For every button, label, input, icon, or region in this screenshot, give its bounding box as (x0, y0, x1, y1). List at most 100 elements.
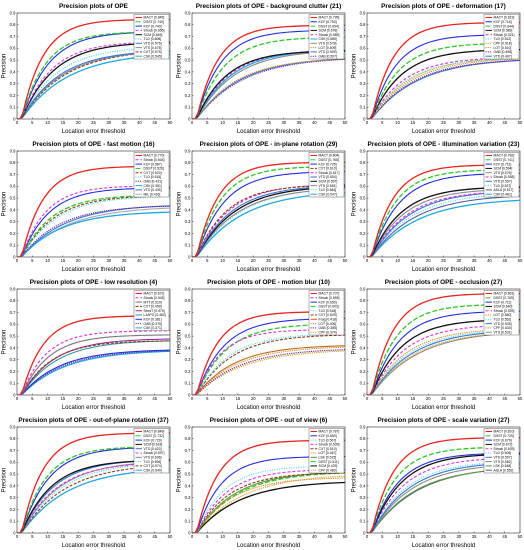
x-axis-label: Location error threshold (62, 405, 125, 411)
y-tick-label: 0.6 (185, 460, 191, 465)
series-line-cxt (192, 334, 345, 395)
legend-entry: TLD [0.552] (494, 318, 512, 322)
legend-entry: VTS [0.582] (494, 460, 512, 464)
legend-entry: VTD [0.620] (144, 447, 162, 451)
x-tick-label: 10 (395, 396, 400, 401)
y-tick-label: 0.2 (10, 369, 16, 374)
y-tick-label: 0.5 (10, 472, 16, 477)
x-tick-label: 10 (45, 396, 50, 401)
y-tick-label: 0.9 (360, 286, 366, 291)
y-tick-label: 0.1 (185, 243, 191, 248)
x-tick-label: 35 (297, 534, 302, 539)
x-tick-label: 5 (206, 534, 209, 539)
y-tick-label: 0.9 (185, 148, 191, 153)
y-tick-label: 0.3 (185, 219, 191, 224)
y-tick-label: 0.2 (10, 231, 16, 236)
series-line-lot (367, 58, 520, 119)
legend-entry: VTS [0.578] (319, 42, 337, 46)
x-tick-label: 0 (366, 534, 369, 539)
legend-entry: CSK [0.381] (144, 184, 162, 188)
legend-entry: MACT [0.770] (144, 154, 165, 158)
x-tick-label: 0 (191, 120, 194, 125)
y-axis-label: Precision (2, 54, 8, 79)
precision-chart: Precision plots of OPE - deformation (17… (352, 3, 523, 135)
y-tick-label: 0.4 (10, 69, 16, 74)
y-tick-label: 0.9 (10, 148, 16, 153)
x-tick-label: 50 (518, 120, 523, 125)
legend-entry: MACT [0.707] (319, 292, 340, 296)
y-tick-label: 0.4 (360, 69, 366, 74)
x-tick-label: 35 (122, 534, 127, 539)
legend-entry: SCM [0.429] (319, 464, 338, 468)
x-tick-label: 40 (312, 258, 317, 263)
y-tick-label: 0.7 (185, 34, 191, 39)
y-tick-label: 0 (363, 254, 366, 259)
x-tick-label: 40 (487, 534, 492, 539)
y-tick-label: 0.5 (185, 196, 191, 201)
legend-entry: CXT [0.575] (144, 50, 162, 54)
x-tick-label: 30 (281, 258, 286, 263)
x-tick-label: 5 (381, 120, 384, 125)
x-tick-label: 5 (381, 396, 384, 401)
legend-entry: Struck [0.521] (494, 33, 515, 37)
legend-entry: DSST [0.526] (144, 167, 164, 171)
x-tick-label: 5 (206, 396, 209, 401)
y-tick-label: 0 (363, 392, 366, 397)
legend-entry: KCF [0.740] (144, 24, 162, 28)
y-tick-label: 0.7 (10, 172, 16, 177)
x-tick-label: 45 (152, 120, 157, 125)
legend-entry: MACT [0.861] (494, 292, 515, 296)
series-line-struck (17, 330, 170, 395)
series-line-dsst (192, 472, 345, 533)
legend-entry: CPF [0.534] (494, 326, 512, 330)
y-tick-label: 0.9 (10, 10, 16, 15)
y-tick-label: 0.7 (360, 310, 366, 315)
precision-chart: Precision plots of OPE - scale variation… (352, 417, 523, 549)
x-tick-label: 35 (472, 258, 477, 263)
x-tick-label: 50 (343, 396, 348, 401)
x-tick-label: 35 (122, 258, 127, 263)
y-tick-label: 0.5 (360, 334, 366, 339)
x-tick-label: 0 (16, 258, 19, 263)
y-tick-label: 0.3 (360, 219, 366, 224)
legend-entry: Struck [0.558] (494, 175, 515, 179)
series-line-cpf (192, 350, 345, 395)
series-line-tld (192, 465, 345, 533)
legend-entry: MTT [0.510] (144, 300, 162, 304)
y-tick-label: 0.8 (10, 436, 16, 441)
x-tick-label: 40 (137, 258, 142, 263)
y-tick-label: 0.8 (185, 436, 191, 441)
legend-entry: Struck [0.595] (494, 309, 515, 313)
x-tick-label: 50 (343, 258, 348, 263)
y-tick-label: 0.5 (360, 472, 366, 477)
x-tick-label: 0 (16, 120, 19, 125)
y-tick-label: 0.3 (185, 495, 191, 500)
y-tick-label: 0.3 (360, 81, 366, 86)
y-tick-label: 0.1 (10, 519, 16, 524)
y-tick-label: 0.6 (360, 322, 366, 327)
y-tick-label: 0.2 (360, 231, 366, 236)
legend-entry: KCF [0.587] (144, 162, 162, 166)
legend-entry: SCM [0.649] (144, 33, 163, 37)
y-tick-label: 0.6 (10, 322, 16, 327)
legend-entry: DSST [0.729] (494, 434, 514, 438)
legend-entry: DSST [0.511] (319, 460, 339, 464)
legend-entry: SCM [0.589] (494, 29, 513, 33)
legend-entry: MACT [0.795] (319, 16, 340, 20)
x-tick-label: 10 (395, 120, 400, 125)
y-tick-label: 0.1 (360, 105, 366, 110)
y-tick-label: 0.1 (185, 105, 191, 110)
x-tick-label: 10 (45, 120, 50, 125)
x-tick-label: 30 (456, 534, 461, 539)
y-tick-label: 0.3 (10, 219, 16, 224)
x-tick-label: 50 (518, 396, 523, 401)
y-tick-label: 0 (188, 392, 191, 397)
legend-entry: KCF [0.650] (319, 300, 337, 304)
y-tick-label: 0.7 (360, 448, 366, 453)
series-line-dsst (192, 165, 345, 257)
x-tick-label: 40 (487, 258, 492, 263)
y-tick-label: 0.5 (360, 196, 366, 201)
y-tick-label: 0.8 (10, 22, 16, 27)
legend-entry: TLD [0.608] (144, 37, 162, 41)
y-axis-label: Precision (352, 192, 358, 217)
